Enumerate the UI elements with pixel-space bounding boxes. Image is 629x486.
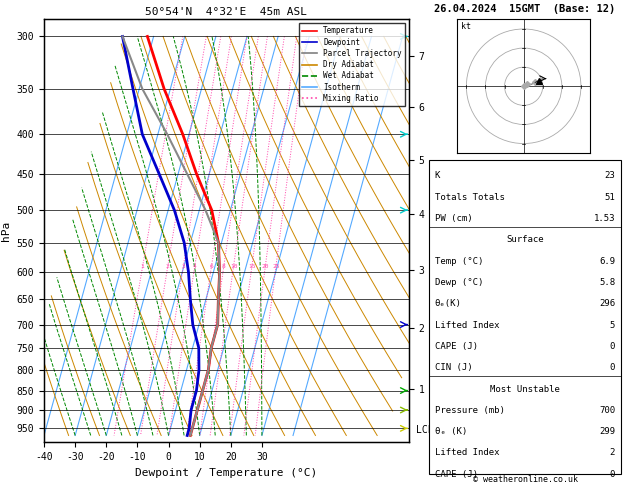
Title: 50°54'N  4°32'E  45m ASL: 50°54'N 4°32'E 45m ASL (145, 7, 308, 17)
Text: Dewp (°C): Dewp (°C) (435, 278, 483, 287)
Text: 10: 10 (230, 264, 237, 269)
Text: LCL: LCL (416, 425, 434, 435)
Text: Lifted Index: Lifted Index (435, 321, 499, 330)
Text: Temp (°C): Temp (°C) (435, 257, 483, 266)
Text: 2: 2 (166, 264, 170, 269)
Text: 0: 0 (610, 470, 615, 479)
X-axis label: Dewpoint / Temperature (°C): Dewpoint / Temperature (°C) (135, 468, 318, 478)
Text: 51: 51 (604, 192, 615, 202)
Text: 25: 25 (272, 264, 280, 269)
Text: 8: 8 (222, 264, 226, 269)
Text: CAPE (J): CAPE (J) (435, 342, 478, 351)
Text: CIN (J): CIN (J) (435, 363, 472, 372)
Text: 20: 20 (262, 264, 269, 269)
Text: Pressure (mb): Pressure (mb) (435, 406, 504, 415)
Text: 0: 0 (610, 342, 615, 351)
Text: PW (cm): PW (cm) (435, 214, 472, 223)
Text: θₑ (K): θₑ (K) (435, 427, 467, 436)
Text: 4: 4 (193, 264, 197, 269)
Text: CAPE (J): CAPE (J) (435, 470, 478, 479)
Text: 700: 700 (599, 406, 615, 415)
Text: Surface: Surface (506, 235, 543, 244)
Text: 1: 1 (141, 264, 145, 269)
Text: © weatheronline.co.uk: © weatheronline.co.uk (473, 475, 577, 484)
Text: 23: 23 (604, 172, 615, 180)
Text: 299: 299 (599, 427, 615, 436)
Text: 1.53: 1.53 (594, 214, 615, 223)
Y-axis label: km
ASL: km ASL (443, 231, 461, 252)
FancyBboxPatch shape (429, 160, 621, 474)
Text: Most Unstable: Most Unstable (490, 384, 560, 394)
Text: Lifted Index: Lifted Index (435, 449, 499, 457)
Text: Totals Totals: Totals Totals (435, 192, 504, 202)
Text: 3: 3 (181, 264, 185, 269)
Text: 2: 2 (610, 449, 615, 457)
Text: 6.9: 6.9 (599, 257, 615, 266)
Text: 26.04.2024  15GMT  (Base: 12): 26.04.2024 15GMT (Base: 12) (434, 4, 615, 14)
Text: θₑ(K): θₑ(K) (435, 299, 462, 308)
Text: kt: kt (460, 22, 470, 31)
Text: 6: 6 (209, 264, 213, 269)
Legend: Temperature, Dewpoint, Parcel Trajectory, Dry Adiabat, Wet Adiabat, Isotherm, Mi: Temperature, Dewpoint, Parcel Trajectory… (299, 23, 405, 106)
Text: 5: 5 (610, 321, 615, 330)
Text: 5.8: 5.8 (599, 278, 615, 287)
Y-axis label: hPa: hPa (1, 221, 11, 241)
Text: 15: 15 (248, 264, 255, 269)
Text: 0: 0 (610, 363, 615, 372)
Text: K: K (435, 172, 440, 180)
Text: 296: 296 (599, 299, 615, 308)
